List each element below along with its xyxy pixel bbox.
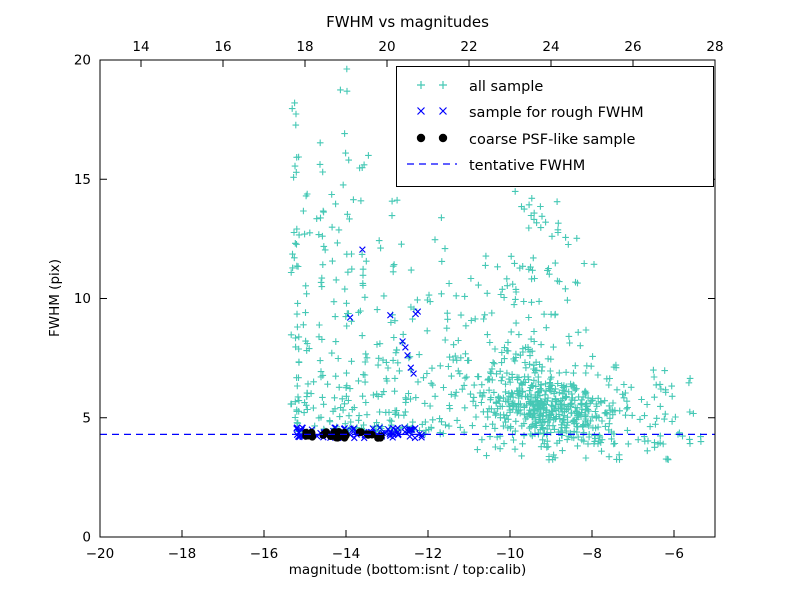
tick-label: 16 bbox=[214, 39, 231, 55]
plot-series-area bbox=[100, 65, 715, 464]
tick-label: 0 bbox=[82, 530, 91, 546]
tick-label: 20 bbox=[74, 53, 91, 69]
tick-label: −8 bbox=[582, 546, 602, 562]
legend-entry: tentative FWHM bbox=[405, 156, 705, 176]
plus-marker-icon bbox=[405, 77, 459, 97]
x-marker-icon bbox=[405, 103, 459, 123]
y-axis-label: FWHM (pix) bbox=[47, 258, 63, 338]
legend-label: tentative FWHM bbox=[469, 158, 586, 175]
x-axis-label: magnitude (bottom:isnt / top:calib) bbox=[288, 562, 527, 578]
tick-label: 10 bbox=[74, 291, 91, 307]
tick-label: −10 bbox=[496, 546, 525, 562]
legend-label: sample for rough FWHM bbox=[469, 105, 644, 122]
tick-label: −16 bbox=[250, 546, 279, 562]
tick-label: 24 bbox=[542, 39, 559, 55]
tick-label: −14 bbox=[332, 546, 361, 562]
tick-label: −18 bbox=[168, 546, 197, 562]
dot-marker-icon bbox=[405, 130, 459, 150]
tick-label: 20 bbox=[378, 39, 395, 55]
tick-label: 5 bbox=[82, 410, 91, 426]
legend-entry: coarse PSF-like sample bbox=[405, 130, 705, 150]
legend-entry: sample for rough FWHM bbox=[405, 103, 705, 123]
chart-title: FWHM vs magnitudes bbox=[326, 13, 489, 31]
legend-label: all sample bbox=[469, 78, 544, 95]
legend-entry: all sample bbox=[405, 77, 705, 97]
tick-label: 15 bbox=[74, 172, 91, 188]
tick-label: 18 bbox=[296, 39, 313, 55]
tick-label: −12 bbox=[414, 546, 443, 562]
legend: all sample sample for rough FWHM coarse PS… bbox=[396, 66, 714, 187]
tick-label: −6 bbox=[664, 546, 684, 562]
tick-label: 28 bbox=[706, 39, 723, 55]
dashed-line-icon bbox=[405, 156, 459, 176]
tick-label: 14 bbox=[132, 39, 149, 55]
tick-label: 26 bbox=[624, 39, 641, 55]
tick-label: −20 bbox=[86, 546, 115, 562]
tick-label: 22 bbox=[460, 39, 477, 55]
legend-label: coarse PSF-like sample bbox=[469, 131, 636, 148]
